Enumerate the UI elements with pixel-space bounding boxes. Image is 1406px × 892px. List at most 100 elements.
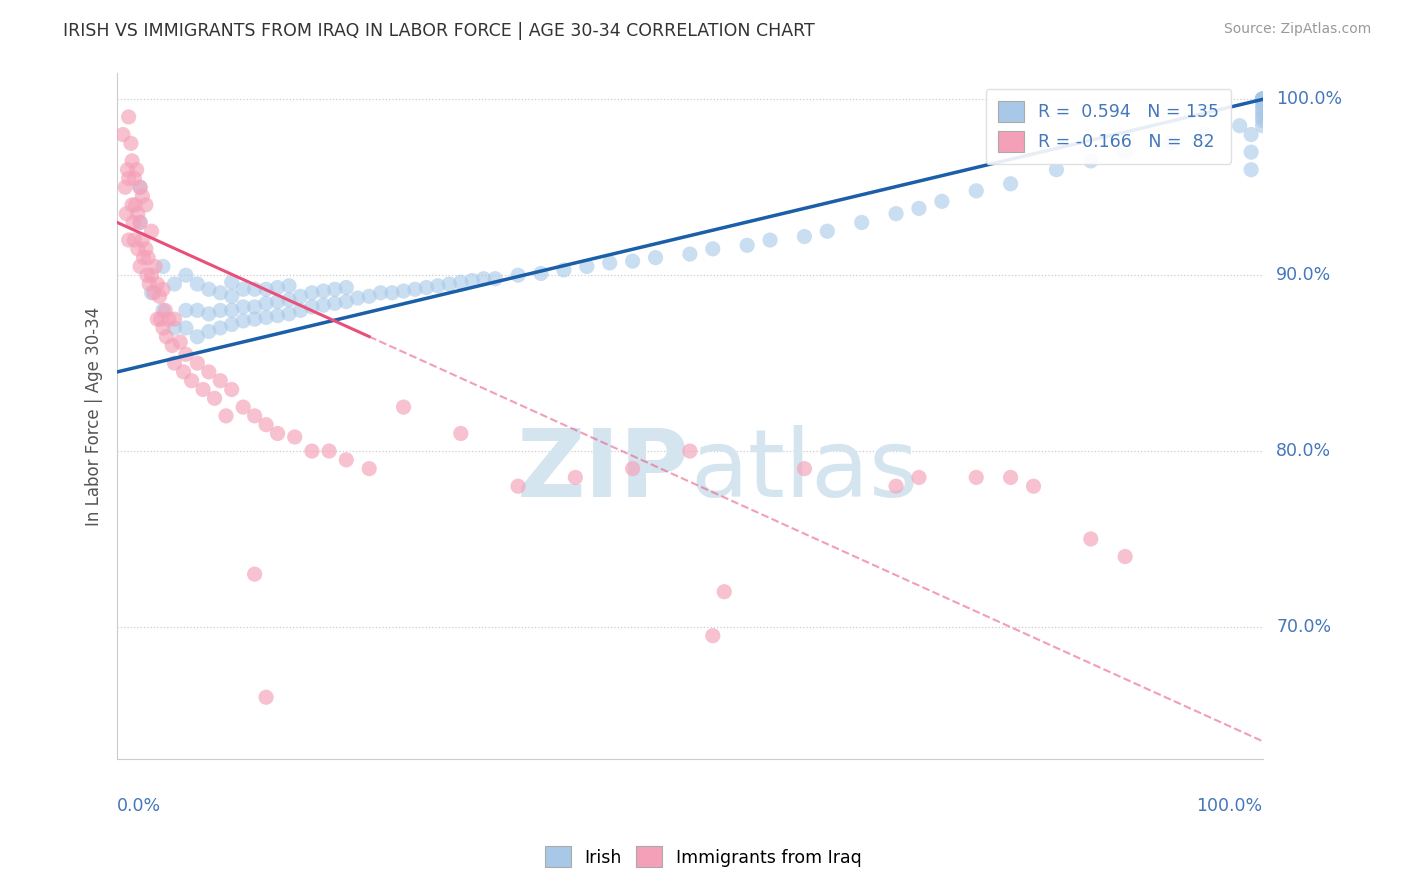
Point: [1000, 177, 1022, 191]
Point: [1251, 92, 1274, 106]
Point: [1251, 92, 1274, 106]
Point: [131, 233, 153, 247]
Point: [121, 198, 143, 212]
Point: [232, 282, 254, 296]
Point: [141, 268, 163, 283]
Point: [1251, 95, 1274, 110]
Point: [127, 207, 149, 221]
Point: [141, 285, 163, 300]
Point: [254, 690, 277, 705]
Point: [290, 303, 312, 318]
Point: [1251, 106, 1274, 120]
Point: [232, 400, 254, 414]
Point: [713, 584, 735, 599]
Point: [1251, 92, 1274, 106]
Point: [679, 247, 702, 261]
Point: [323, 282, 346, 296]
Point: [472, 271, 495, 285]
Point: [735, 238, 758, 252]
Point: [209, 303, 232, 318]
Point: [1251, 92, 1274, 106]
Point: [621, 254, 644, 268]
Point: [254, 310, 277, 325]
Point: [318, 444, 340, 458]
Point: [301, 285, 323, 300]
Point: [111, 128, 134, 142]
Point: [174, 268, 197, 283]
Point: [1251, 92, 1274, 106]
Point: [335, 280, 357, 294]
Point: [1251, 92, 1274, 106]
Point: [1251, 110, 1274, 124]
Point: [243, 300, 266, 314]
Point: [553, 263, 575, 277]
Point: [266, 294, 288, 309]
Point: [129, 180, 152, 194]
Point: [129, 180, 152, 194]
Point: [160, 338, 183, 352]
Point: [1251, 92, 1274, 106]
Point: [1160, 136, 1182, 151]
Point: [163, 312, 186, 326]
Point: [221, 318, 243, 332]
Point: [759, 233, 782, 247]
Point: [1240, 128, 1263, 142]
Text: 90.0%: 90.0%: [1277, 266, 1331, 285]
Point: [198, 307, 221, 321]
Point: [163, 356, 186, 370]
Point: [1251, 99, 1274, 113]
Point: [461, 273, 484, 287]
Point: [155, 330, 177, 344]
Point: [1251, 92, 1274, 106]
Point: [278, 307, 301, 321]
Point: [198, 282, 221, 296]
Point: [243, 567, 266, 582]
Point: [392, 284, 415, 298]
Point: [359, 289, 381, 303]
Point: [186, 303, 208, 318]
Point: [117, 171, 139, 186]
Point: [149, 312, 172, 326]
Point: [198, 325, 221, 339]
Point: [180, 374, 202, 388]
Point: [1114, 549, 1136, 564]
Point: [404, 282, 426, 296]
Point: [1251, 92, 1274, 106]
Point: [335, 453, 357, 467]
Point: [127, 242, 149, 256]
Point: [186, 277, 208, 291]
Point: [1251, 92, 1274, 106]
Point: [1251, 92, 1274, 106]
Point: [186, 330, 208, 344]
Point: [1251, 92, 1274, 106]
Point: [965, 184, 987, 198]
Point: [129, 215, 152, 229]
Text: 80.0%: 80.0%: [1277, 442, 1331, 460]
Point: [359, 461, 381, 475]
Point: [143, 260, 166, 274]
Point: [121, 153, 143, 168]
Point: [1251, 92, 1274, 106]
Point: [209, 285, 232, 300]
Point: [599, 256, 621, 270]
Text: 70.0%: 70.0%: [1277, 618, 1331, 636]
Point: [254, 417, 277, 432]
Point: [152, 321, 174, 335]
Point: [163, 277, 186, 291]
Point: [908, 202, 931, 216]
Point: [221, 383, 243, 397]
Point: [146, 277, 169, 291]
Point: [1229, 119, 1251, 133]
Point: [439, 277, 461, 291]
Point: [174, 321, 197, 335]
Point: [1251, 113, 1274, 128]
Point: [266, 426, 288, 441]
Point: [426, 278, 449, 293]
Point: [1251, 92, 1274, 106]
Point: [1251, 92, 1274, 106]
Point: [254, 296, 277, 310]
Point: [290, 289, 312, 303]
Point: [1251, 92, 1274, 106]
Point: [1251, 92, 1274, 106]
Point: [117, 162, 139, 177]
